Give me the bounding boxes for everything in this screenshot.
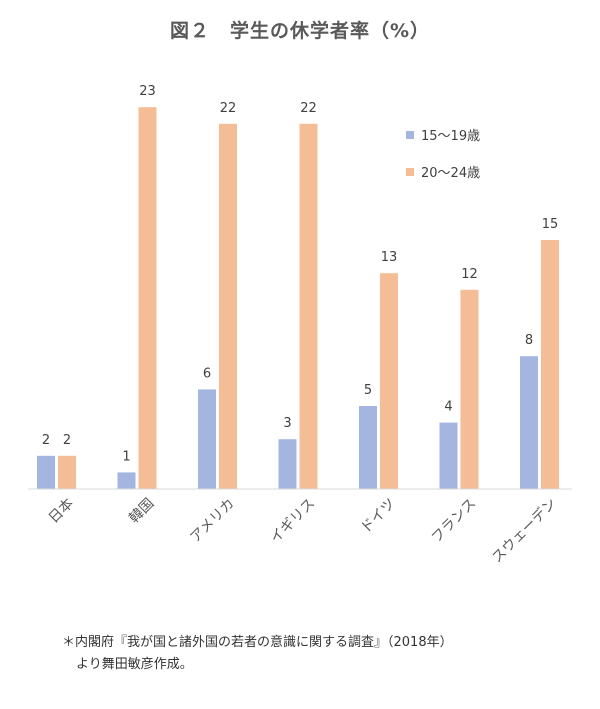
bar-age15-19-3 <box>278 439 297 489</box>
data-label-1-6: 15 <box>542 217 559 232</box>
category-label-6: スウェーデン <box>488 495 559 566</box>
source-note-line1: ＊内閣府『我が国と諸外国の若者の意識に関する調査』（2018年） <box>62 635 453 650</box>
bar-age20-24-1 <box>138 107 157 489</box>
bar-age20-24-6 <box>541 240 559 489</box>
data-label-0-0: 2 <box>42 433 50 448</box>
category-labels-layer: 日本 韓国 アメリカ イギリス ドイツ フランス スウェーデン <box>46 495 560 566</box>
data-label-0-1: 1 <box>122 449 130 464</box>
bar-age20-24-3 <box>299 123 318 490</box>
bar-age20-24-5 <box>460 289 479 489</box>
bar-age20-24-2 <box>219 123 237 490</box>
bar-age20-24-0 <box>58 455 76 489</box>
source-note-line2: より舞田敏彦作成。 <box>76 657 193 672</box>
source-note: ＊内閣府『我が国と諸外国の若者の意識に関する調査』（2018年） より舞田敏彦作… <box>62 632 453 676</box>
category-label-0: 日本 <box>46 496 77 527</box>
legend-swatch-1 <box>406 168 414 176</box>
category-label-1: 韓国 <box>126 496 157 527</box>
data-label-0-4: 5 <box>364 383 372 398</box>
data-label-1-5: 12 <box>461 267 478 282</box>
chart-title: 図２ 学生の休学者率（%） <box>169 20 431 42</box>
bars-layer <box>37 107 559 490</box>
category-label-4: ドイツ <box>358 496 399 537</box>
bar-age15-19-6 <box>520 356 538 489</box>
data-label-0-3: 3 <box>283 416 291 431</box>
bar-age15-19-0 <box>37 455 55 489</box>
bar-age15-19-2 <box>198 389 216 489</box>
bar-age15-19-5 <box>439 422 458 489</box>
data-label-1-1: 23 <box>139 84 156 99</box>
category-label-3: イギリス <box>267 496 318 547</box>
legend: 15〜19歳 20〜24歳 <box>406 129 480 181</box>
data-label-1-4: 13 <box>381 250 398 265</box>
data-label-1-3: 22 <box>300 101 317 116</box>
data-label-0-6: 8 <box>525 333 533 348</box>
data-label-0-5: 4 <box>444 400 452 415</box>
category-label-5: フランス <box>429 496 480 547</box>
legend-swatch-0 <box>406 131 414 139</box>
legend-label-0: 15〜19歳 <box>421 129 480 144</box>
bar-age15-19-4 <box>359 406 377 489</box>
legend-label-1: 20〜24歳 <box>421 166 480 181</box>
data-label-1-2: 22 <box>220 101 237 116</box>
data-label-1-0: 2 <box>63 433 71 448</box>
bar-age20-24-4 <box>380 273 398 489</box>
category-label-2: アメリカ <box>187 496 237 546</box>
bar-age15-19-1 <box>117 472 136 489</box>
data-label-0-2: 6 <box>203 366 211 381</box>
